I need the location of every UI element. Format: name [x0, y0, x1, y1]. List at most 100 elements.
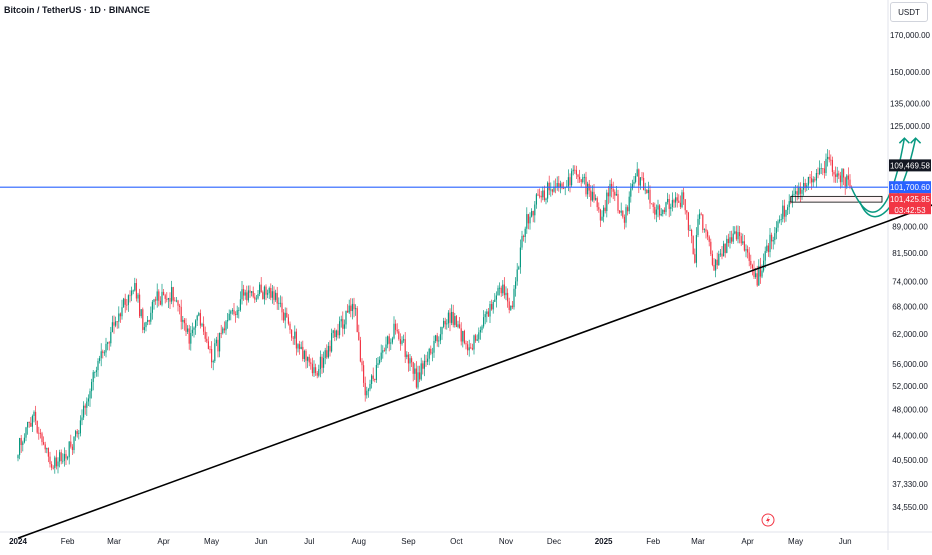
candle-body — [655, 209, 657, 215]
time-tick-label: Mar — [691, 537, 705, 546]
time-tick-label: Nov — [499, 537, 513, 546]
candle-body — [371, 375, 373, 384]
candle — [44, 441, 46, 453]
candle — [567, 169, 569, 192]
candle-body — [25, 427, 27, 438]
candle — [766, 239, 768, 253]
candle-body — [383, 350, 385, 352]
candle-body — [393, 323, 395, 339]
candle-body — [729, 237, 731, 244]
candle — [407, 352, 409, 372]
price-tick-label: 81,500.00 — [892, 249, 928, 258]
candle — [387, 335, 389, 349]
candle — [471, 343, 473, 351]
candle-body — [159, 300, 161, 305]
candle-body — [358, 332, 360, 341]
candle-body — [31, 415, 33, 427]
candle-body — [793, 193, 795, 195]
candle-body — [500, 287, 502, 294]
candle — [275, 289, 277, 302]
candle-body — [46, 448, 48, 450]
candle — [321, 354, 323, 374]
candle-body — [268, 288, 270, 294]
currency-button[interactable]: USDT — [890, 2, 928, 22]
candle-body — [278, 302, 280, 304]
candle-body — [635, 176, 637, 182]
candle-body — [591, 191, 593, 201]
candle — [302, 340, 304, 362]
candle — [839, 171, 841, 189]
candle-body — [259, 284, 261, 295]
candle — [622, 210, 624, 219]
candle-body — [219, 332, 221, 352]
candle — [230, 309, 232, 321]
candle-body — [203, 323, 205, 332]
candle — [335, 329, 337, 341]
candle — [225, 319, 227, 335]
candle — [715, 258, 717, 278]
candle — [684, 199, 686, 215]
candle-body — [291, 329, 293, 338]
candle — [76, 429, 78, 438]
candle-body — [782, 205, 784, 220]
candle-body — [814, 179, 816, 181]
candle-body — [343, 324, 345, 329]
candle — [513, 284, 515, 310]
candle — [305, 349, 307, 369]
candle — [478, 327, 480, 343]
candle — [313, 360, 315, 378]
candle-body — [315, 367, 317, 373]
candle-body — [198, 313, 200, 316]
candle-body — [292, 337, 294, 339]
price-label-text: 101,700.60 — [890, 183, 931, 192]
candle — [652, 202, 654, 214]
candle — [206, 332, 208, 344]
candle — [526, 207, 528, 234]
candle-body — [507, 292, 509, 302]
candle — [705, 224, 707, 239]
candle-body — [396, 329, 398, 332]
candle-body — [324, 350, 326, 358]
candle-body — [68, 441, 70, 458]
candle — [251, 291, 253, 297]
candle — [337, 323, 339, 339]
candle — [158, 289, 160, 307]
candle-body — [435, 335, 437, 341]
candle — [587, 181, 589, 199]
candle-body — [678, 200, 680, 203]
candle — [564, 187, 566, 196]
candle-body — [603, 207, 605, 217]
candle — [217, 332, 219, 358]
candle — [81, 409, 83, 426]
candle — [97, 358, 99, 377]
candle — [270, 283, 272, 301]
candle — [679, 195, 681, 209]
candle — [214, 338, 216, 363]
candle-body — [563, 188, 565, 189]
candle-body — [727, 238, 729, 244]
candle — [819, 160, 821, 176]
candle-body — [585, 176, 587, 195]
candle-body — [638, 169, 640, 186]
candle — [732, 226, 734, 245]
candle — [831, 156, 833, 177]
candle — [838, 170, 840, 180]
candle — [347, 304, 349, 313]
candle — [542, 186, 544, 201]
candle-body — [644, 189, 646, 191]
candle — [582, 174, 584, 184]
candle-body — [836, 173, 838, 177]
candle-body — [579, 176, 581, 180]
candle-body — [710, 241, 712, 255]
candle — [259, 282, 261, 297]
candle-body — [473, 335, 475, 350]
candle-body — [673, 200, 675, 203]
candle-body — [587, 183, 589, 195]
candle-body — [535, 194, 537, 205]
candle — [367, 387, 369, 398]
candle-body — [364, 382, 366, 396]
candle-body — [119, 313, 121, 317]
candle-body — [406, 354, 408, 357]
